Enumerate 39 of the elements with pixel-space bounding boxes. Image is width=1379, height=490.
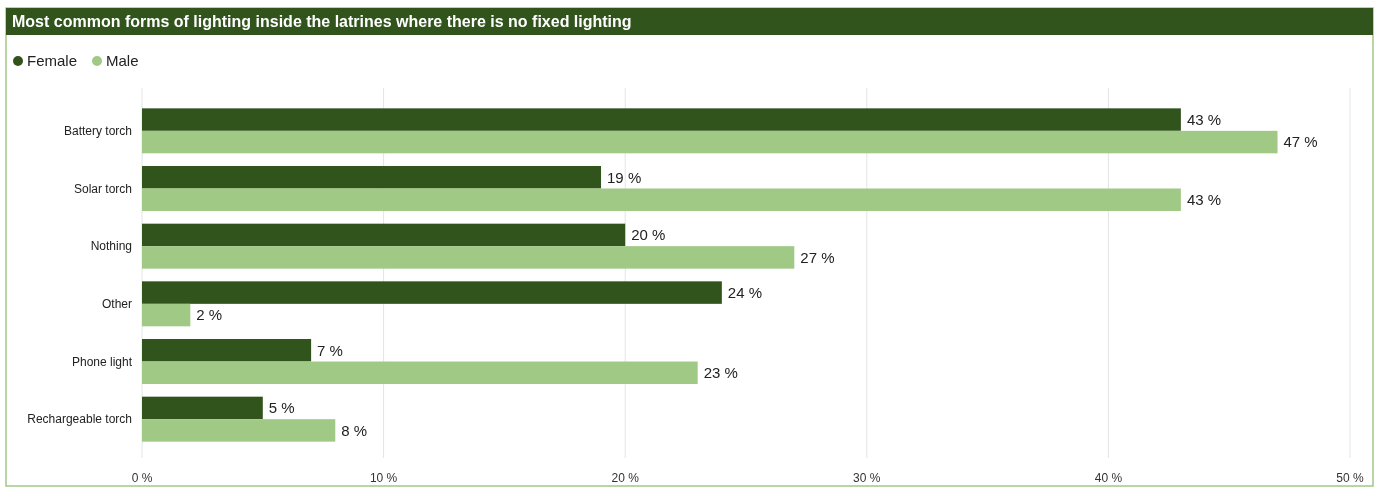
x-tick-label: 20 % bbox=[611, 471, 640, 485]
bar bbox=[142, 339, 312, 362]
bar bbox=[142, 303, 191, 327]
y-tick-label: Nothing bbox=[90, 239, 132, 254]
data-label: 2 % bbox=[196, 306, 223, 324]
bar bbox=[142, 246, 795, 269]
bar bbox=[142, 419, 336, 442]
data-label: 43 % bbox=[1186, 110, 1222, 128]
data-label: 24 % bbox=[727, 283, 763, 301]
bar bbox=[142, 281, 722, 304]
data-label: 20 % bbox=[631, 226, 666, 244]
data-label: 8 % bbox=[341, 421, 368, 439]
chart-title: Most common forms of lighting inside the latrines where there is no fixed lighting bbox=[12, 13, 632, 30]
y-tick-label: Solar torch bbox=[73, 181, 132, 196]
x-tick-label: 30 % bbox=[853, 471, 881, 485]
legend-label: Female bbox=[27, 52, 78, 69]
y-tick-label: Rechargeable torch bbox=[27, 412, 132, 427]
data-label: 7 % bbox=[317, 341, 343, 359]
x-tick-label: 10 % bbox=[369, 471, 398, 485]
data-label: 27 % bbox=[800, 248, 835, 266]
y-tick-label: Other bbox=[101, 297, 132, 312]
x-tick-label: 40 % bbox=[1094, 471, 1123, 485]
data-label: 5 % bbox=[268, 399, 295, 417]
bar bbox=[142, 166, 602, 189]
legend-label: Male bbox=[106, 52, 139, 69]
y-tick-label: Phone light bbox=[71, 354, 133, 369]
data-label: 23 % bbox=[703, 363, 738, 381]
bar bbox=[142, 223, 626, 247]
bar bbox=[142, 361, 698, 384]
x-tick-label: 50 % bbox=[1336, 471, 1364, 485]
bar bbox=[142, 130, 1278, 154]
data-label: 47 % bbox=[1283, 133, 1318, 151]
bar bbox=[142, 188, 1181, 211]
y-tick-label: Battery torch bbox=[63, 124, 132, 139]
bar bbox=[142, 108, 1181, 131]
data-label: 43 % bbox=[1186, 190, 1222, 208]
bar bbox=[142, 396, 263, 420]
x-tick-label: 0 % bbox=[131, 471, 153, 485]
data-label: 19 % bbox=[607, 168, 642, 186]
